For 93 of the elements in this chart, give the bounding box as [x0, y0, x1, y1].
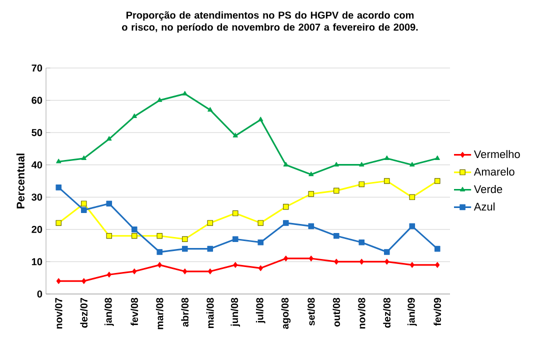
point [282, 204, 289, 210]
point [258, 220, 264, 226]
x-tick-label: ago/08 [281, 298, 291, 329]
point [233, 262, 238, 268]
point [232, 210, 238, 216]
point [359, 162, 364, 166]
point [434, 246, 440, 252]
point [106, 232, 112, 239]
point [56, 184, 62, 190]
point [232, 132, 238, 138]
point [384, 258, 390, 265]
point [308, 191, 314, 197]
x-tick-label: fev/09 [434, 298, 442, 326]
point [182, 236, 188, 242]
y-tick-label: 30 [32, 194, 42, 201]
x-tick-label: mai/08 [206, 298, 214, 328]
point [258, 239, 264, 246]
point [384, 249, 390, 255]
x-tick-label: dez/07 [80, 298, 88, 328]
x-tick-label: fev/08 [130, 298, 138, 326]
x-tick-label: jul/08 [256, 298, 266, 324]
y-axis-title: Percentual [16, 154, 24, 208]
point [131, 226, 138, 232]
y-tick-label: 10 [32, 258, 42, 266]
point [56, 158, 62, 164]
point [283, 162, 288, 166]
point [156, 232, 163, 239]
point [308, 256, 314, 262]
chart-title: Proporção de atendimentos no PS do HGPV de acordo com o risco, no período de novembro de 2007 a fevereiro de 2009. [122, 11, 418, 33]
point [106, 200, 112, 207]
point [333, 188, 340, 194]
point [284, 256, 288, 262]
point [410, 162, 415, 166]
point [81, 156, 86, 160]
point [258, 116, 264, 122]
point [434, 156, 440, 160]
y-tick-label: 20 [32, 226, 42, 233]
point [56, 278, 61, 284]
point [410, 262, 414, 268]
x-tick-label: out/08 [332, 298, 340, 327]
y-tick-label: 40 [32, 161, 42, 168]
point [258, 265, 263, 272]
point [106, 136, 112, 141]
point [80, 207, 87, 213]
y-tick-label: 70 [32, 64, 42, 72]
point [208, 268, 212, 274]
point [435, 262, 440, 268]
x-tick-label: nov/07 [54, 298, 62, 329]
legend-label: Azul [474, 202, 495, 211]
x-tick-label: jan/08 [104, 298, 114, 326]
x-tick-label: mar/08 [156, 298, 164, 330]
point [282, 220, 289, 226]
point [82, 278, 86, 284]
x-tick-label: set/08 [307, 298, 315, 326]
x-tick-label: jun/08 [230, 298, 240, 327]
point [232, 236, 238, 242]
point [358, 181, 365, 188]
legend-label: Amarelo [474, 168, 514, 176]
point [208, 107, 213, 112]
point [384, 156, 390, 160]
legend-label: Vermelho [474, 150, 520, 158]
point [157, 97, 162, 102]
point [308, 223, 314, 230]
point [207, 220, 214, 226]
point [308, 172, 314, 176]
point [106, 272, 112, 278]
point [132, 268, 137, 274]
x-tick-label: dez/08 [383, 298, 391, 328]
point [182, 246, 188, 252]
point [409, 223, 416, 230]
point [434, 178, 440, 184]
point [157, 262, 162, 268]
point [182, 90, 188, 96]
point [359, 258, 364, 265]
x-tick-label: nov/08 [358, 298, 366, 329]
point [56, 220, 62, 226]
point [333, 232, 340, 239]
point [384, 178, 390, 184]
point [131, 232, 138, 239]
y-tick-label: 60 [32, 96, 42, 104]
y-tick-label: 0 [37, 290, 42, 298]
point [132, 114, 137, 118]
x-tick-label: abr/08 [181, 298, 189, 327]
y-tick-label: 50 [32, 129, 42, 136]
point [156, 249, 163, 255]
point [80, 200, 87, 207]
point [182, 268, 188, 274]
point [334, 258, 339, 265]
point [358, 239, 365, 246]
point [207, 246, 214, 252]
point [409, 194, 416, 200]
legend-label: Verde [474, 185, 502, 194]
x-tick-label: jan/09 [407, 298, 417, 326]
